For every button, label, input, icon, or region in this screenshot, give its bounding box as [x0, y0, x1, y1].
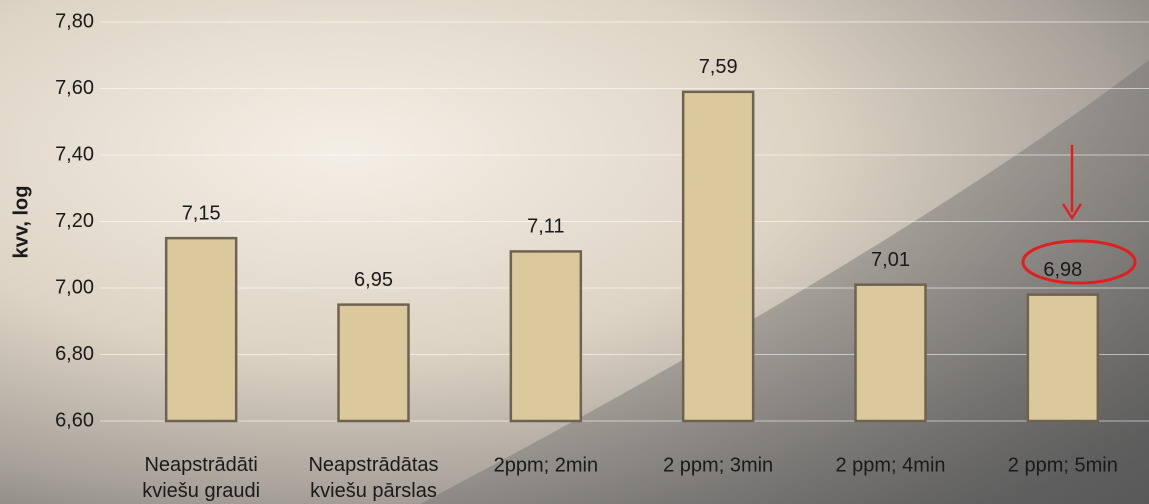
bar — [164, 236, 238, 423]
annotation-ellipse — [1021, 239, 1137, 285]
annotation-arrowhead — [1061, 203, 1083, 221]
y-tick-label: 7,60 — [55, 77, 94, 99]
background-shade — [420, 60, 1149, 504]
value-label: 6,95 — [354, 269, 393, 291]
y-tick-label: 7,20 — [55, 210, 94, 232]
bar — [509, 250, 583, 423]
x-tick-label: 2ppm; 2min — [494, 454, 599, 476]
y-tick-label: 6,80 — [55, 343, 94, 365]
x-tick-label: Neapstrādātas kviešu pārslas — [308, 454, 438, 502]
bar — [681, 90, 755, 423]
y-tick-label: 7,00 — [55, 276, 94, 298]
bar — [337, 303, 410, 423]
bar — [854, 283, 927, 423]
y-axis-label: kvv, log — [10, 186, 32, 259]
value-label: 7,59 — [699, 56, 738, 78]
plot: 6,60 6,80 7,00 7,20 7,40 7,60 7,80 Neapstrādāti… — [55, 10, 1149, 502]
value-label: 7,11 — [527, 216, 564, 238]
value-label: 6,98 — [1043, 259, 1082, 281]
y-tick-label: 7,80 — [55, 10, 94, 32]
y-tick-label: 7,40 — [55, 143, 94, 165]
bar — [1026, 293, 1100, 423]
value-label: 7,15 — [182, 202, 221, 224]
x-tick-label: 2 ppm; 5min — [1008, 454, 1118, 476]
value-label: 7,01 — [871, 249, 910, 271]
x-tick-label: 2 ppm; 3min — [663, 454, 773, 476]
x-tick-label: 2 ppm; 4min — [835, 454, 945, 476]
y-tick-label: 6,60 — [55, 409, 94, 431]
x-tick-label: Neapstrādāti kviešu graudi — [142, 454, 260, 502]
